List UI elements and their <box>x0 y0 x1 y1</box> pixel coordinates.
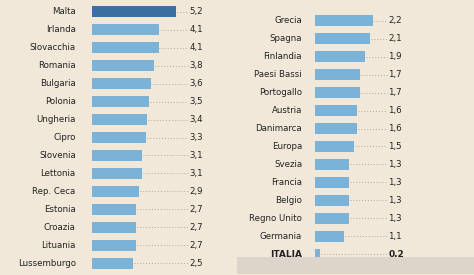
Bar <box>92 258 133 269</box>
Text: Belgio: Belgio <box>275 196 302 205</box>
Text: Polonia: Polonia <box>45 97 76 106</box>
Bar <box>315 249 320 260</box>
Bar <box>315 141 355 152</box>
Text: Malta: Malta <box>52 7 76 16</box>
Bar <box>92 222 136 233</box>
Text: Germania: Germania <box>260 232 302 241</box>
Bar <box>315 231 344 242</box>
Bar <box>315 51 365 62</box>
Text: 0,2: 0,2 <box>388 250 404 259</box>
Bar <box>92 96 149 107</box>
Bar <box>92 6 176 17</box>
Bar <box>92 150 143 161</box>
Text: 1,3: 1,3 <box>388 178 402 187</box>
Text: 1,3: 1,3 <box>388 214 402 223</box>
Text: ITALIA: ITALIA <box>270 250 302 259</box>
Text: Slovacchia: Slovacchia <box>29 43 76 52</box>
Text: 1,1: 1,1 <box>388 232 402 241</box>
Text: 3,6: 3,6 <box>189 79 203 88</box>
Bar <box>92 240 136 251</box>
Text: Rep. Ceca: Rep. Ceca <box>33 187 76 196</box>
Text: 3,3: 3,3 <box>189 133 203 142</box>
Text: 2,7: 2,7 <box>189 241 203 250</box>
Text: 4,1: 4,1 <box>189 25 203 34</box>
Bar <box>92 204 136 215</box>
Text: 2,7: 2,7 <box>189 205 203 214</box>
Text: Portogallo: Portogallo <box>259 88 302 97</box>
Bar <box>315 33 370 44</box>
Text: 5,2: 5,2 <box>189 7 203 16</box>
Text: 3,1: 3,1 <box>189 169 203 178</box>
Bar <box>315 159 349 170</box>
Bar <box>315 69 360 80</box>
Text: 2,1: 2,1 <box>388 34 402 43</box>
Bar <box>92 168 143 179</box>
Text: 2,2: 2,2 <box>388 16 402 25</box>
Text: Spagna: Spagna <box>270 34 302 43</box>
Bar <box>92 186 139 197</box>
Text: Danimarca: Danimarca <box>255 124 302 133</box>
Bar <box>92 42 159 53</box>
Text: 1,7: 1,7 <box>388 70 402 79</box>
Text: Lussemburgo: Lussemburgo <box>18 259 76 268</box>
Bar <box>92 24 159 35</box>
Text: Svezia: Svezia <box>274 160 302 169</box>
Bar <box>315 123 357 134</box>
Text: Regno Unito: Regno Unito <box>249 214 302 223</box>
Text: Paesi Bassi: Paesi Bassi <box>255 70 302 79</box>
Text: 1,9: 1,9 <box>388 52 402 61</box>
Bar <box>92 132 146 143</box>
Bar <box>315 105 357 116</box>
Text: Grecia: Grecia <box>274 16 302 25</box>
Bar <box>315 15 373 26</box>
Text: Lituania: Lituania <box>41 241 76 250</box>
Text: Austria: Austria <box>272 106 302 115</box>
Bar <box>92 114 147 125</box>
Bar <box>315 177 349 188</box>
Text: Bulgaria: Bulgaria <box>40 79 76 88</box>
Bar <box>315 195 349 206</box>
Text: 1,3: 1,3 <box>388 196 402 205</box>
Text: 1,3: 1,3 <box>388 160 402 169</box>
Text: Ungheria: Ungheria <box>36 115 76 124</box>
Text: 1,6: 1,6 <box>388 106 402 115</box>
Text: 4,1: 4,1 <box>189 43 203 52</box>
Text: 3,5: 3,5 <box>189 97 203 106</box>
Text: 2,9: 2,9 <box>189 187 203 196</box>
Text: Francia: Francia <box>271 178 302 187</box>
Text: Cipro: Cipro <box>54 133 76 142</box>
Bar <box>92 78 151 89</box>
Text: Croazia: Croazia <box>44 223 76 232</box>
Bar <box>92 60 154 71</box>
Text: Finlandia: Finlandia <box>264 52 302 61</box>
Text: Irlanda: Irlanda <box>46 25 76 34</box>
Text: Estonia: Estonia <box>44 205 76 214</box>
Text: 2,7: 2,7 <box>189 223 203 232</box>
Bar <box>315 87 360 98</box>
Text: 3,4: 3,4 <box>189 115 203 124</box>
Text: 3,8: 3,8 <box>189 61 203 70</box>
Text: 1,5: 1,5 <box>388 142 402 151</box>
Text: 1,7: 1,7 <box>388 88 402 97</box>
Text: Lettonia: Lettonia <box>41 169 76 178</box>
Bar <box>315 213 349 224</box>
Text: 2,5: 2,5 <box>189 259 203 268</box>
Text: 1,6: 1,6 <box>388 124 402 133</box>
Text: 3,1: 3,1 <box>189 151 203 160</box>
Text: Romania: Romania <box>38 61 76 70</box>
Text: Europa: Europa <box>272 142 302 151</box>
Text: Slovenia: Slovenia <box>39 151 76 160</box>
